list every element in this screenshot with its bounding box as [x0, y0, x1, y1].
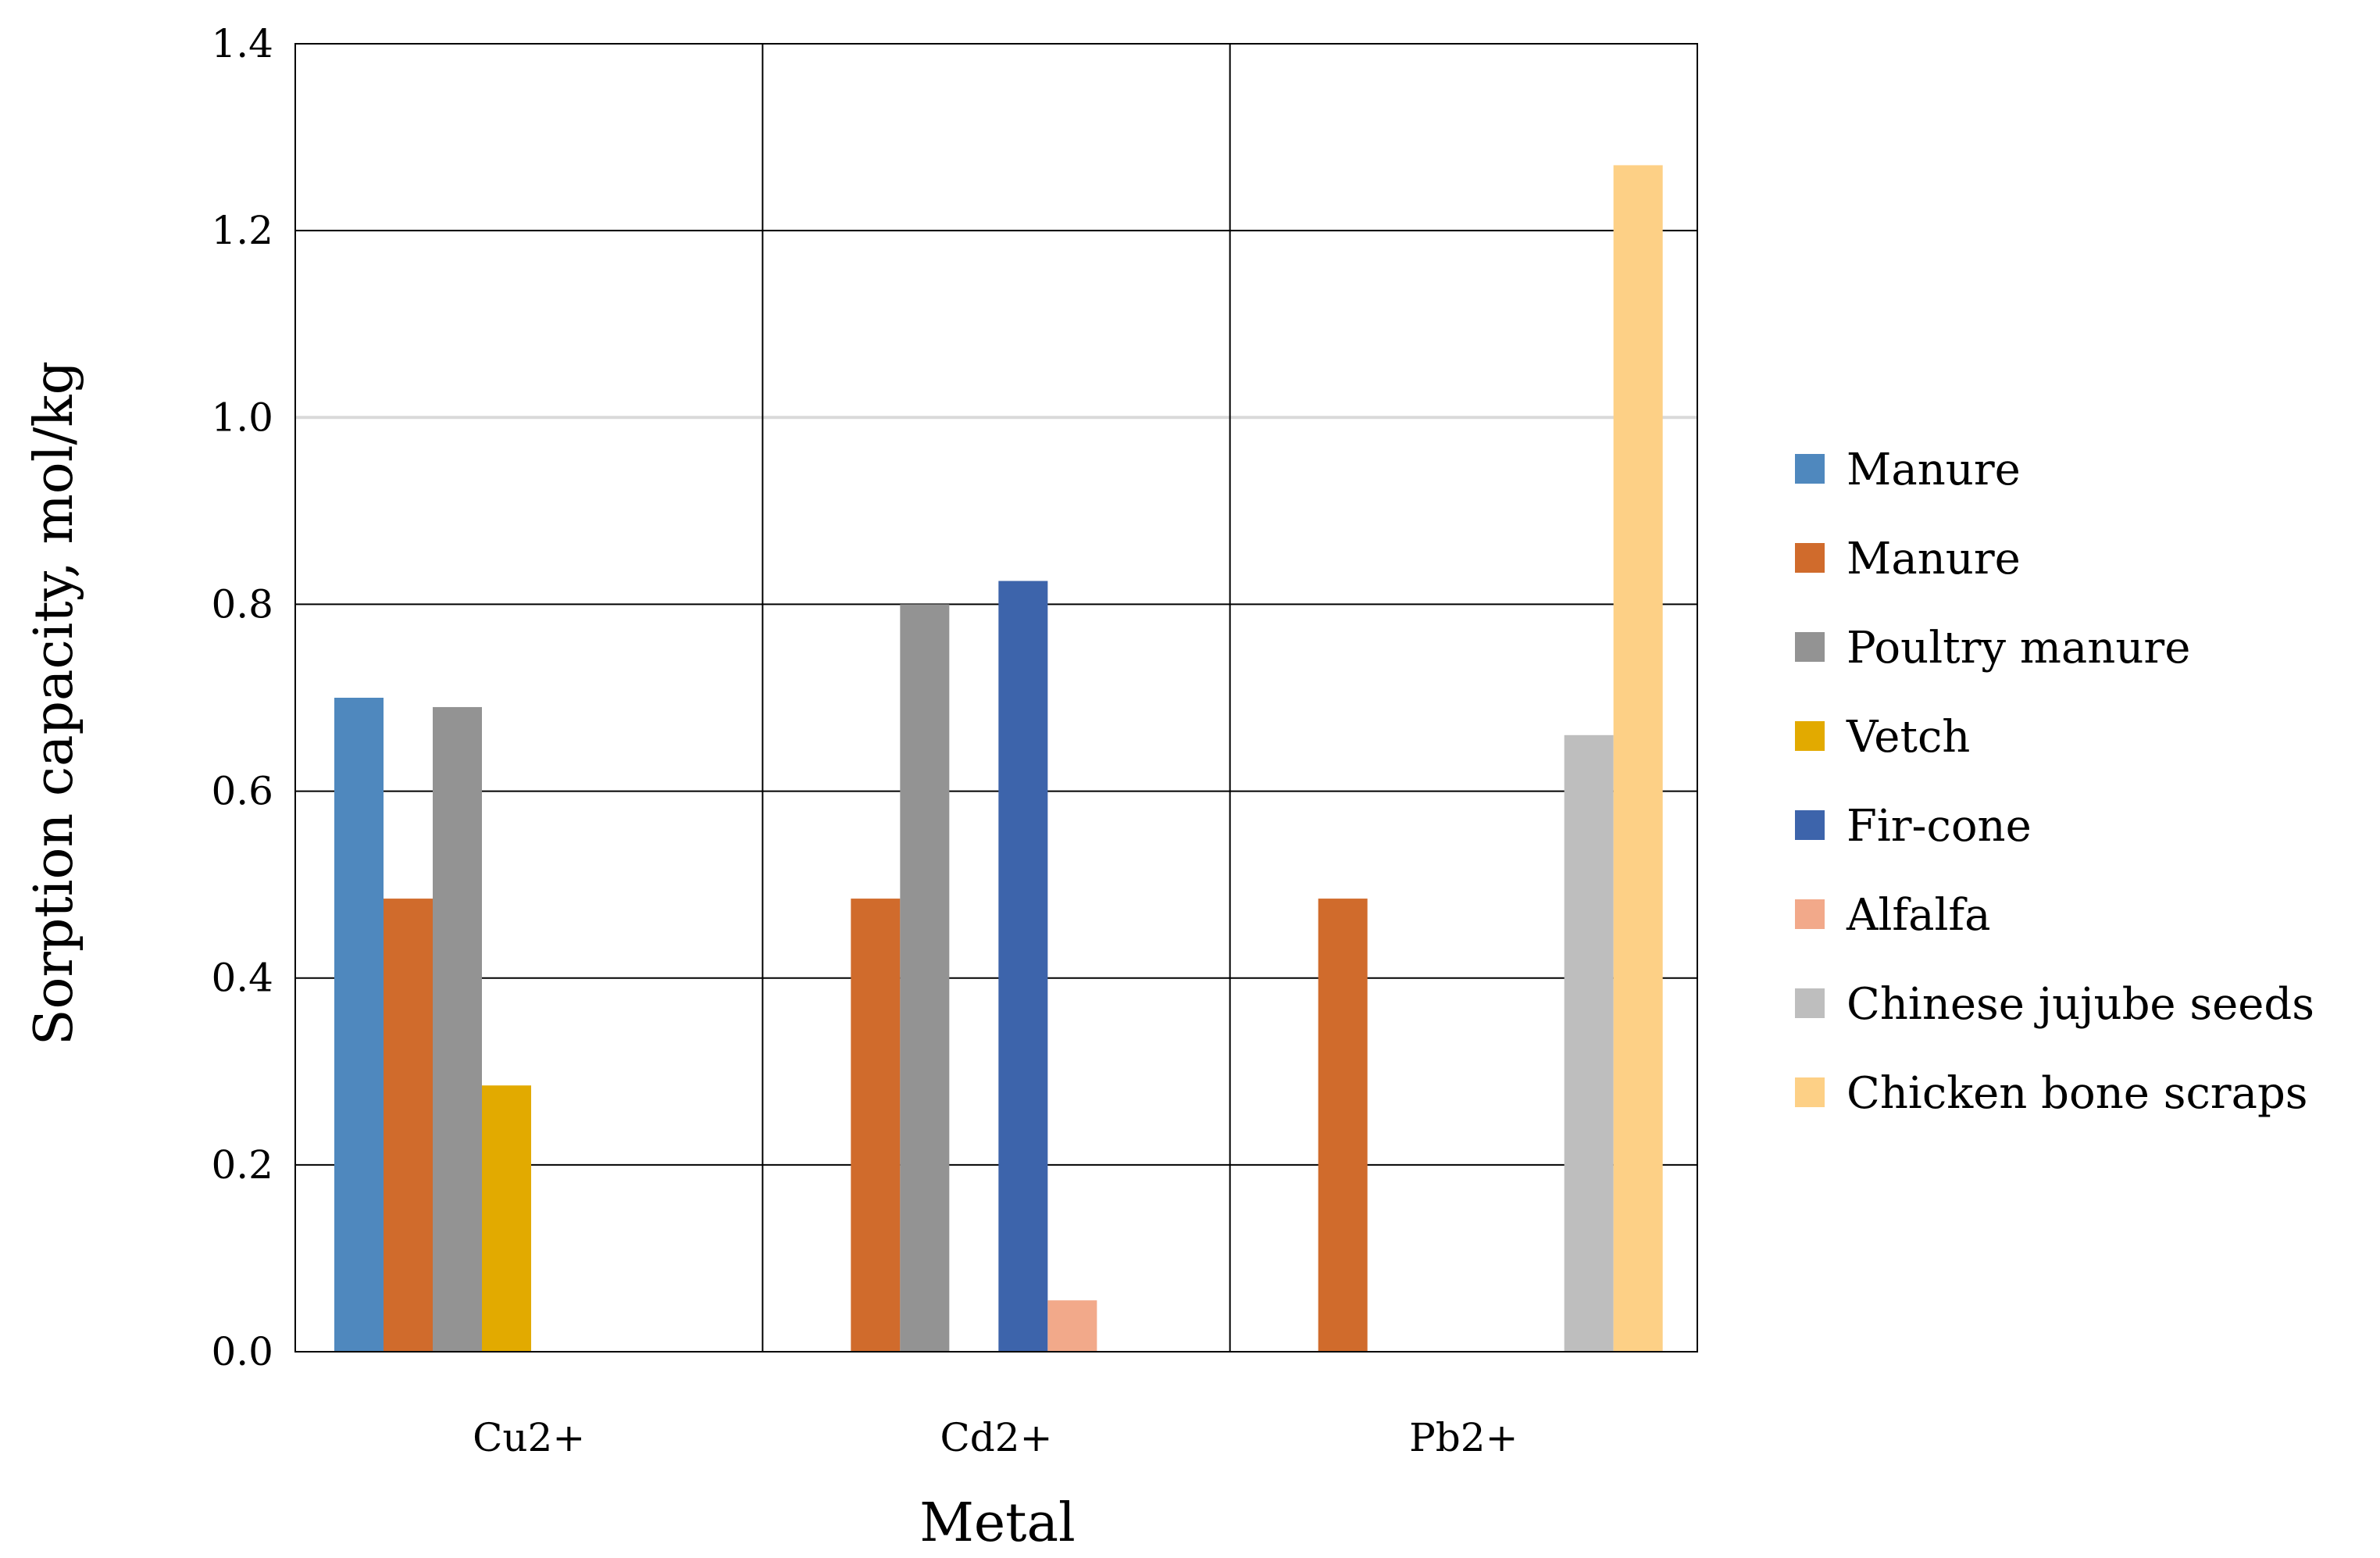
legend-swatch-4: [1795, 721, 1825, 751]
y-tick-label-3: 0.6: [211, 769, 273, 814]
y-tick-label-4: 0.8: [211, 581, 273, 627]
x-tick-label-1: Cd2+: [940, 1415, 1053, 1460]
y-tick-label-7: 1.4: [211, 21, 273, 66]
bar-1-cu2plus: [334, 698, 384, 1352]
legend-swatch-3: [1795, 632, 1825, 662]
y-tick-label-2: 0.4: [211, 956, 273, 1001]
bar-3-cu2plus: [433, 706, 482, 1352]
bar-7-pb2plus: [1564, 734, 1614, 1352]
legend-swatch-2: [1795, 543, 1825, 573]
legend-label-2: Manure: [1847, 534, 2021, 584]
y-tick-label-5: 1.0: [211, 395, 273, 440]
bar-8-pb2plus: [1613, 165, 1663, 1352]
legend-label-6: Alfalfa: [1846, 890, 1991, 941]
x-tick-label-2: Pb2+: [1409, 1415, 1518, 1460]
legend-label-7: Chinese jujube seeds: [1847, 979, 2314, 1030]
bar-3-cd2plus: [900, 604, 950, 1352]
y-axis-title: Sorption capacity, mol/kg: [23, 361, 85, 1045]
gridlines: [295, 44, 1697, 1352]
x-axis-title: Metal: [919, 1492, 1075, 1554]
legend-swatch-8: [1795, 1077, 1825, 1107]
legend: Manure Manure Poultry manure Vetch Fir-cone A…: [1795, 445, 2314, 1119]
legend-swatch-5: [1795, 810, 1825, 840]
legend-label-1: Manure: [1847, 445, 2021, 495]
y-tick-label-6: 1.2: [211, 208, 273, 253]
bars: [334, 165, 1663, 1352]
bar-2-cd2plus: [851, 899, 901, 1352]
legend-swatch-1: [1795, 454, 1825, 484]
plot-frame: [294, 43, 1698, 1353]
plot-border: [294, 43, 1698, 1353]
bar-4-cu2plus: [482, 1085, 531, 1352]
x-axis-tick-labels: Cu2+ Cd2+ Pb2+: [473, 1415, 1518, 1460]
legend-swatch-6: [1795, 899, 1825, 929]
bar-2-cu2plus: [384, 899, 433, 1352]
bar-5-cd2plus: [998, 581, 1048, 1352]
bar-2-pb2plus: [1318, 899, 1368, 1352]
legend-label-3: Poultry manure: [1847, 623, 2190, 674]
legend-label-8: Chicken bone scraps: [1847, 1068, 2308, 1119]
legend-label-4: Vetch: [1846, 712, 1970, 763]
y-axis-tick-labels: 0.0 0.2 0.4 0.6 0.8 1.0 1.2 1.4: [211, 21, 273, 1374]
bar-6-cd2plus: [1047, 1300, 1097, 1352]
legend-swatch-7: [1795, 988, 1825, 1018]
x-tick-label-0: Cu2+: [473, 1415, 585, 1460]
legend-label-5: Fir-cone: [1847, 801, 2032, 852]
y-tick-label-0: 0.0: [211, 1329, 273, 1374]
y-tick-label-1: 0.2: [211, 1142, 273, 1188]
